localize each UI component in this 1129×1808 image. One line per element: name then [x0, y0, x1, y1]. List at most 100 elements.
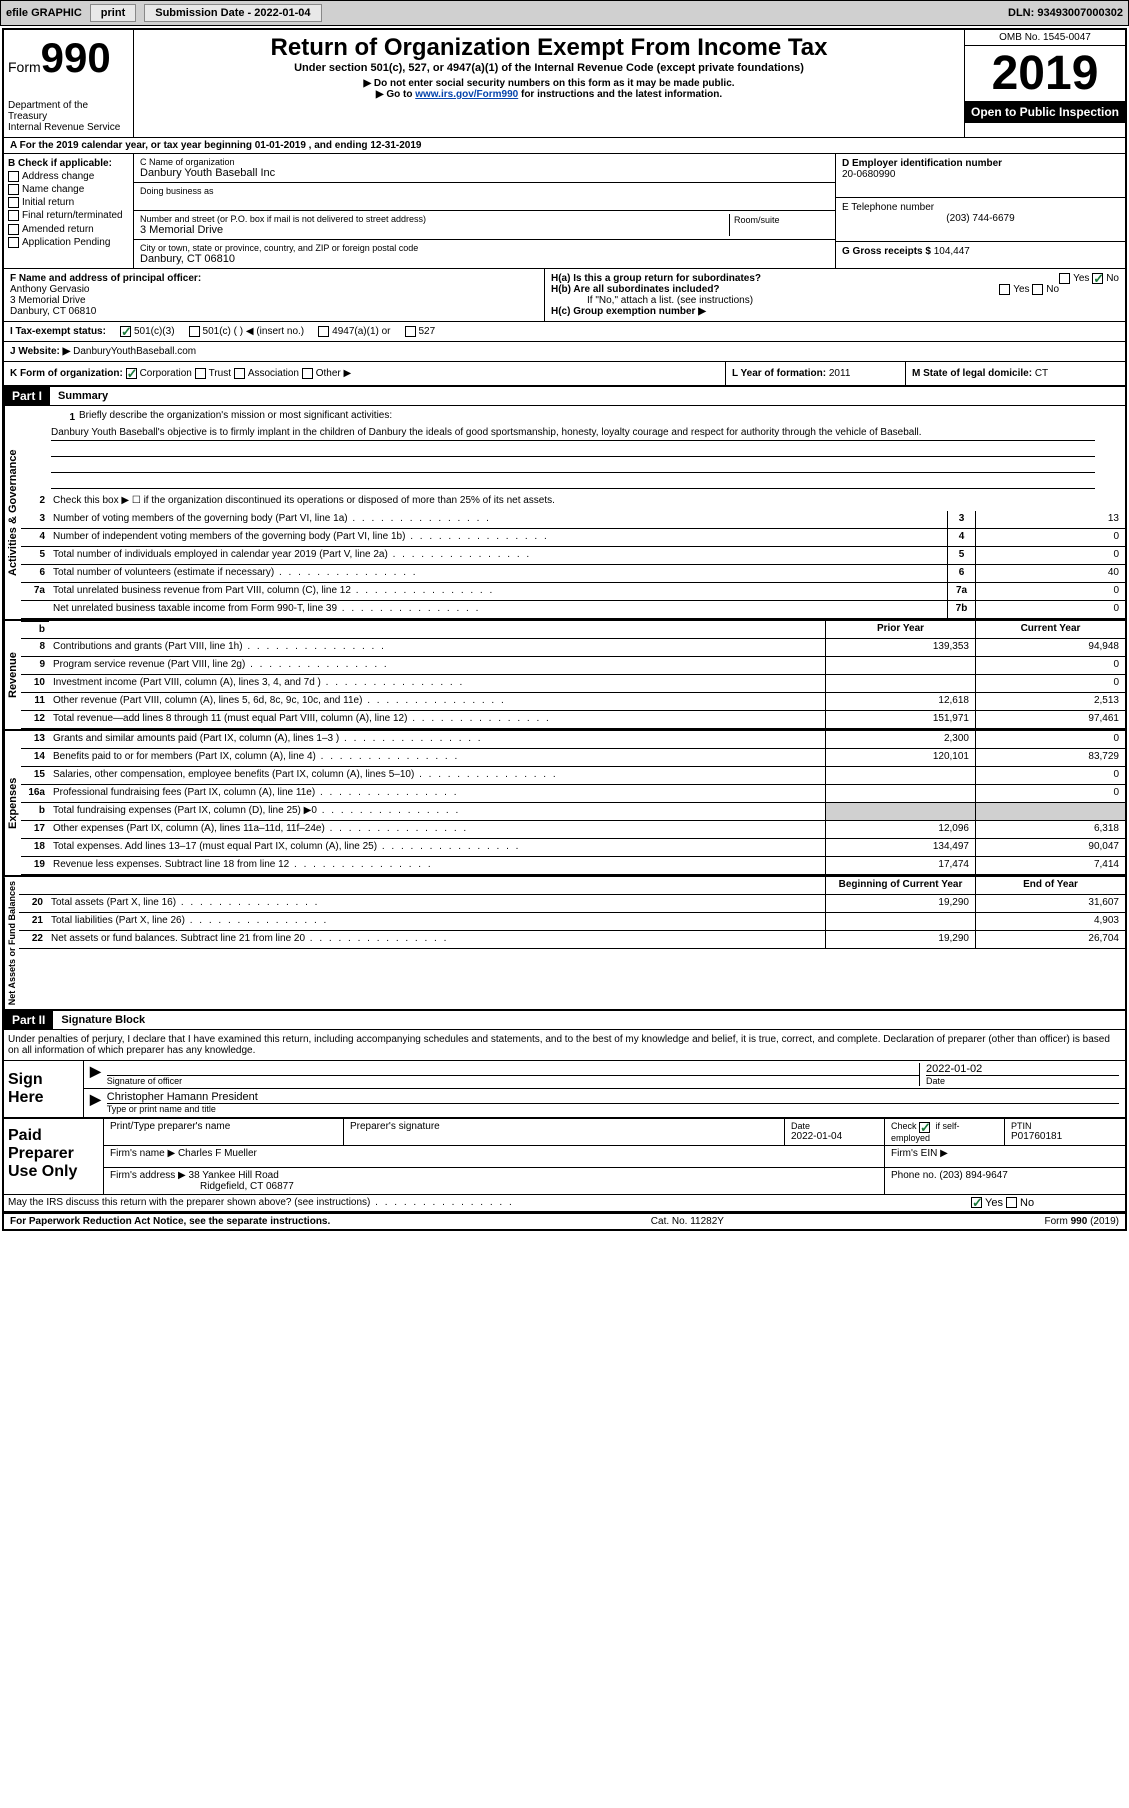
firm-addr-label: Firm's address ▶ [110, 1170, 186, 1181]
paid-preparer-block: Paid Preparer Use Only Print/Type prepar… [4, 1118, 1125, 1193]
firm-city: Ridgefield, CT 06877 [110, 1181, 294, 1192]
form-header: Form990 Department of the TreasuryIntern… [4, 30, 1125, 138]
instruction-2: ▶ Go to www.irs.gov/Form990 for instruct… [138, 89, 960, 100]
table-row: 7a Total unrelated business revenue from… [21, 583, 1125, 601]
chk-pending[interactable]: Application Pending [8, 237, 129, 248]
mission-blank-2 [51, 457, 1095, 473]
chk-501c[interactable]: 501(c) ( ) ◀ (insert no.) [189, 326, 305, 337]
officer-addr1: 3 Memorial Drive [10, 295, 538, 306]
k-label: K Form of organization: [10, 368, 123, 379]
table-row: b Total fundraising expenses (Part IX, c… [21, 803, 1125, 821]
footer-mid: Cat. No. 11282Y [651, 1216, 724, 1227]
phone-value: (203) 744-6679 [842, 213, 1119, 224]
efile-label: efile GRAPHIC [6, 7, 82, 19]
table-row: 4 Number of independent voting members o… [21, 529, 1125, 547]
org-address: 3 Memorial Drive [140, 224, 223, 236]
print-button[interactable]: print [90, 4, 136, 22]
table-row: 12 Total revenue—add lines 8 through 11 … [21, 711, 1125, 729]
i-label: I Tax-exempt status: [10, 326, 106, 337]
table-row: 21 Total liabilities (Part X, line 26) 4… [19, 913, 1125, 931]
chk-501c3[interactable]: 501(c)(3) [120, 326, 175, 337]
governance-grid: Activities & Governance 1Briefly describ… [4, 406, 1125, 621]
discuss-row: May the IRS discuss this return with the… [4, 1194, 1125, 1213]
ha-no: No [1106, 273, 1119, 284]
chk-name[interactable]: Name change [8, 184, 129, 195]
table-row: 13 Grants and similar amounts paid (Part… [21, 731, 1125, 749]
section-b-label: B Check if applicable: [8, 158, 129, 169]
sig-officer-label: Signature of officer [107, 1075, 919, 1086]
name-label: C Name of organization [140, 157, 829, 167]
hc-label: H(c) Group exemption number ▶ [551, 306, 1119, 317]
website-row: J Website: ▶ DanburyYouthBaseball.com [4, 342, 1125, 362]
chk-4947[interactable]: 4947(a)(1) or [318, 326, 390, 337]
chk-trust[interactable]: Trust [195, 368, 231, 379]
mission-blank-1 [51, 441, 1095, 457]
q2-text: Check this box ▶ ☐ if the organization d… [49, 493, 1125, 511]
prep-phone-label: Phone no. [891, 1170, 937, 1181]
ein-label: D Employer identification number [842, 158, 1119, 169]
ha-label: H(a) Is this a group return for subordin… [551, 273, 761, 284]
officer-row: F Name and address of principal officer:… [4, 269, 1125, 322]
officer-name: Anthony Gervasio [10, 284, 538, 295]
table-row: 10 Investment income (Part VIII, column … [21, 675, 1125, 693]
table-row: 6 Total number of volunteers (estimate i… [21, 565, 1125, 583]
prep-date: 2022-01-04 [791, 1131, 842, 1142]
part2-badge: Part II [4, 1011, 53, 1029]
hb-yes: Yes [1013, 284, 1029, 295]
part1-badge: Part I [4, 387, 50, 405]
self-employed-label: Check if self-employed [891, 1121, 960, 1142]
table-row: 8 Contributions and grants (Part VIII, l… [21, 639, 1125, 657]
firm-name: Charles F Mueller [178, 1148, 257, 1159]
revenue-grid: Revenue b Prior Year Current Year 8 Cont… [4, 621, 1125, 731]
chk-amended[interactable]: Amended return [8, 224, 129, 235]
instr2-post: for instructions and the latest informat… [518, 89, 722, 100]
city-label: City or town, state or province, country… [140, 243, 829, 253]
sidebar-governance: Activities & Governance [4, 406, 21, 619]
chk-other[interactable]: Other ▶ [302, 368, 351, 379]
chk-final[interactable]: Final return/terminated [8, 210, 129, 221]
chk-527[interactable]: 527 [405, 326, 436, 337]
chk-corp[interactable]: Corporation [126, 368, 192, 379]
expenses-grid: Expenses 13 Grants and similar amounts p… [4, 731, 1125, 877]
table-row: 22 Net assets or fund balances. Subtract… [19, 931, 1125, 949]
dln-label: DLN: 93493007000302 [1008, 7, 1123, 19]
sig-date: 2022-01-02 [926, 1063, 1119, 1075]
irs-link[interactable]: www.irs.gov/Form990 [415, 89, 518, 100]
right-info-col: D Employer identification number 20-0680… [835, 154, 1125, 268]
hb-label: H(b) Are all subordinates included? [551, 284, 720, 295]
netassets-grid: Net Assets or Fund Balances Beginning of… [4, 877, 1125, 1011]
chk-assoc[interactable]: Association [234, 368, 299, 379]
gross-label: G Gross receipts $ [842, 246, 931, 257]
arrow-icon: ▶ [90, 1063, 101, 1086]
officer-label: F Name and address of principal officer: [10, 273, 538, 284]
form-number: 990 [41, 34, 111, 81]
line-1-num: 1 [51, 410, 79, 425]
submission-date-button[interactable]: Submission Date - 2022-01-04 [144, 4, 321, 22]
tax-year: 2019 [965, 46, 1125, 101]
ein-value: 20-0680990 [842, 169, 1119, 180]
room-label: Room/suite [734, 215, 780, 225]
prep-sig-label: Preparer's signature [344, 1119, 785, 1144]
chk-initial[interactable]: Initial return [8, 197, 129, 208]
instr2-pre: ▶ Go to [376, 89, 415, 100]
part1-title: Summary [50, 388, 116, 404]
org-name: Danbury Youth Baseball Inc [140, 167, 829, 179]
discuss-text: May the IRS discuss this return with the… [4, 1195, 965, 1211]
sidebar-expenses: Expenses [4, 731, 21, 875]
footer-right: Form 990 (2019) [1045, 1216, 1119, 1227]
dba-label: Doing business as [140, 186, 829, 196]
entity-section: B Check if applicable: Address change Na… [4, 154, 1125, 269]
k-row: K Form of organization: Corporation Trus… [4, 362, 1125, 387]
chk-address[interactable]: Address change [8, 171, 129, 182]
sidebar-revenue: Revenue [4, 621, 21, 729]
gross-value: 104,447 [934, 246, 970, 257]
ha-yes: Yes [1073, 273, 1089, 284]
table-row: 15 Salaries, other compensation, employe… [21, 767, 1125, 785]
instruction-1: ▶ Do not enter social security numbers o… [138, 78, 960, 89]
firm-addr: 38 Yankee Hill Road [189, 1170, 279, 1181]
dept-label: Department of the TreasuryInternal Reven… [8, 100, 129, 133]
firm-ein-label: Firm's EIN ▶ [885, 1146, 1125, 1167]
table-row: 11 Other revenue (Part VIII, column (A),… [21, 693, 1125, 711]
sidebar-netassets: Net Assets or Fund Balances [4, 877, 19, 1009]
table-row: Net unrelated business taxable income fr… [21, 601, 1125, 619]
